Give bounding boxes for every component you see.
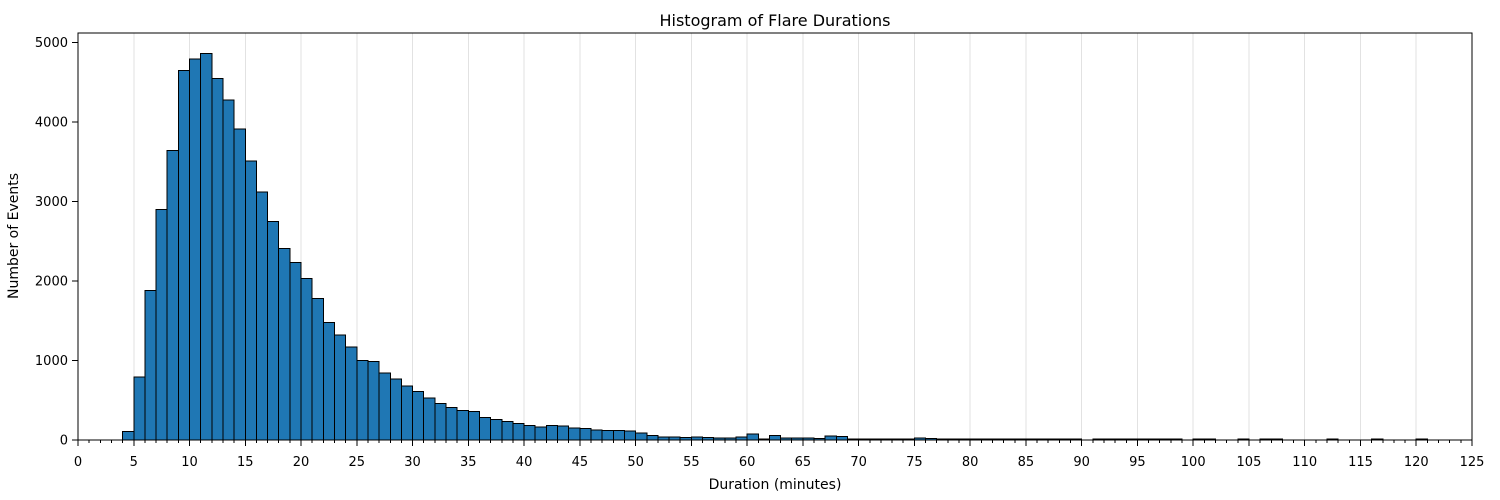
histogram-bar — [166, 150, 179, 441]
histogram-bar — [434, 402, 447, 441]
histogram-bar — [233, 128, 246, 441]
histogram-bar — [222, 99, 235, 441]
x-tick-label: 120 — [1404, 455, 1429, 470]
y-tick-labels: 0 1000 2000 3000 4000 5000 — [35, 36, 68, 448]
histogram-bar — [835, 435, 848, 441]
x-tick-label: 105 — [1237, 455, 1262, 470]
histogram-bar — [534, 426, 547, 441]
x-tick-label: 95 — [1129, 455, 1146, 470]
histogram-bar — [400, 385, 414, 441]
histogram-bar — [278, 247, 291, 441]
histogram-bar — [122, 430, 135, 441]
y-tick-label: 1000 — [35, 354, 68, 369]
x-tick-label: 65 — [795, 455, 812, 470]
histogram-bar — [177, 69, 191, 441]
histogram-bar — [445, 406, 458, 441]
x-tick-label: 125 — [1460, 455, 1485, 470]
x-tick-labels: 0 5 10 15 20 25 30 35 40 45 50 55 60 65 70 75 80 85 90 95 10… — [74, 455, 1485, 470]
histogram-bar — [490, 419, 503, 441]
x-axis-label: Duration (minutes) — [709, 477, 842, 493]
x-tick-label: 115 — [1348, 455, 1373, 470]
x-tick-label: 5 — [130, 455, 138, 470]
histogram-bar — [746, 433, 759, 441]
histogram-bar — [545, 424, 559, 441]
x-axis-ticks — [77, 440, 1473, 446]
histogram-bar — [311, 298, 324, 441]
histogram-bar — [412, 391, 425, 441]
x-tick-label: 55 — [683, 455, 700, 470]
y-axis-ticks — [72, 42, 78, 441]
x-tick-label: 40 — [516, 455, 533, 470]
histogram-bar — [244, 160, 257, 441]
x-tick-label: 0 — [74, 455, 82, 470]
histogram-bar — [267, 220, 280, 441]
x-tick-label: 90 — [1073, 455, 1090, 470]
histogram-bar — [333, 334, 347, 441]
histogram-bar — [133, 376, 146, 441]
x-tick-label: 10 — [181, 455, 198, 470]
x-tick-label: 15 — [237, 455, 254, 470]
x-tick-label: 60 — [739, 455, 756, 470]
histogram-bar — [579, 427, 592, 441]
y-tick-label: 5000 — [35, 36, 68, 51]
histogram-bar — [568, 427, 581, 441]
histogram-bar — [144, 290, 157, 441]
histogram-bar — [501, 421, 514, 441]
histogram-bar — [423, 397, 436, 441]
histogram-bar — [389, 378, 402, 441]
histogram-bar — [467, 410, 480, 441]
axes-spines — [77, 32, 1473, 441]
x-tick-label: 100 — [1181, 455, 1206, 470]
histogram-bar — [623, 430, 637, 441]
x-tick-label: 80 — [962, 455, 979, 470]
y-axis-label: Number of Events — [6, 173, 22, 299]
plot-border — [77, 32, 1473, 441]
histogram-bar — [189, 58, 202, 441]
gridlines — [77, 33, 1473, 440]
histogram-bar — [378, 372, 391, 441]
x-tick-label: 30 — [404, 455, 421, 470]
x-tick-label: 35 — [460, 455, 477, 470]
histogram-bar — [590, 429, 603, 441]
histogram-bar — [211, 77, 224, 441]
y-tick-label: 2000 — [35, 275, 68, 290]
histogram-bar — [512, 422, 525, 441]
histogram-bar — [601, 429, 614, 441]
y-tick-label: 0 — [60, 434, 68, 449]
histogram-bar — [356, 360, 369, 441]
y-tick-label: 4000 — [35, 116, 68, 131]
histogram-bar — [557, 425, 570, 441]
y-tick-label: 3000 — [35, 195, 68, 210]
histogram-bar — [200, 53, 213, 441]
histogram-bar — [300, 278, 313, 441]
histogram-bar — [255, 191, 269, 441]
histogram-bar — [155, 208, 168, 441]
x-tick-label: 25 — [349, 455, 366, 470]
histogram-bar — [367, 360, 380, 441]
histogram-bars — [122, 53, 1428, 441]
histogram-bar — [456, 410, 469, 441]
histogram-bar — [478, 416, 492, 441]
histogram-bar — [768, 435, 782, 441]
histogram-bar — [523, 425, 536, 441]
x-tick-label: 75 — [906, 455, 923, 470]
histogram-bar — [289, 262, 302, 441]
histogram-bar — [345, 346, 358, 441]
histogram-bar — [612, 429, 625, 441]
x-tick-label: 20 — [293, 455, 310, 470]
x-tick-label: 50 — [627, 455, 644, 470]
x-tick-label: 85 — [1018, 455, 1035, 470]
chart-title: Histogram of Flare Durations — [659, 11, 890, 30]
histogram-bar — [824, 435, 837, 441]
x-tick-label: 70 — [850, 455, 867, 470]
x-tick-label: 110 — [1292, 455, 1317, 470]
histogram-bar — [635, 432, 648, 441]
histogram-bar — [322, 321, 335, 441]
histogram-bar — [646, 435, 659, 441]
x-tick-label: 45 — [572, 455, 589, 470]
